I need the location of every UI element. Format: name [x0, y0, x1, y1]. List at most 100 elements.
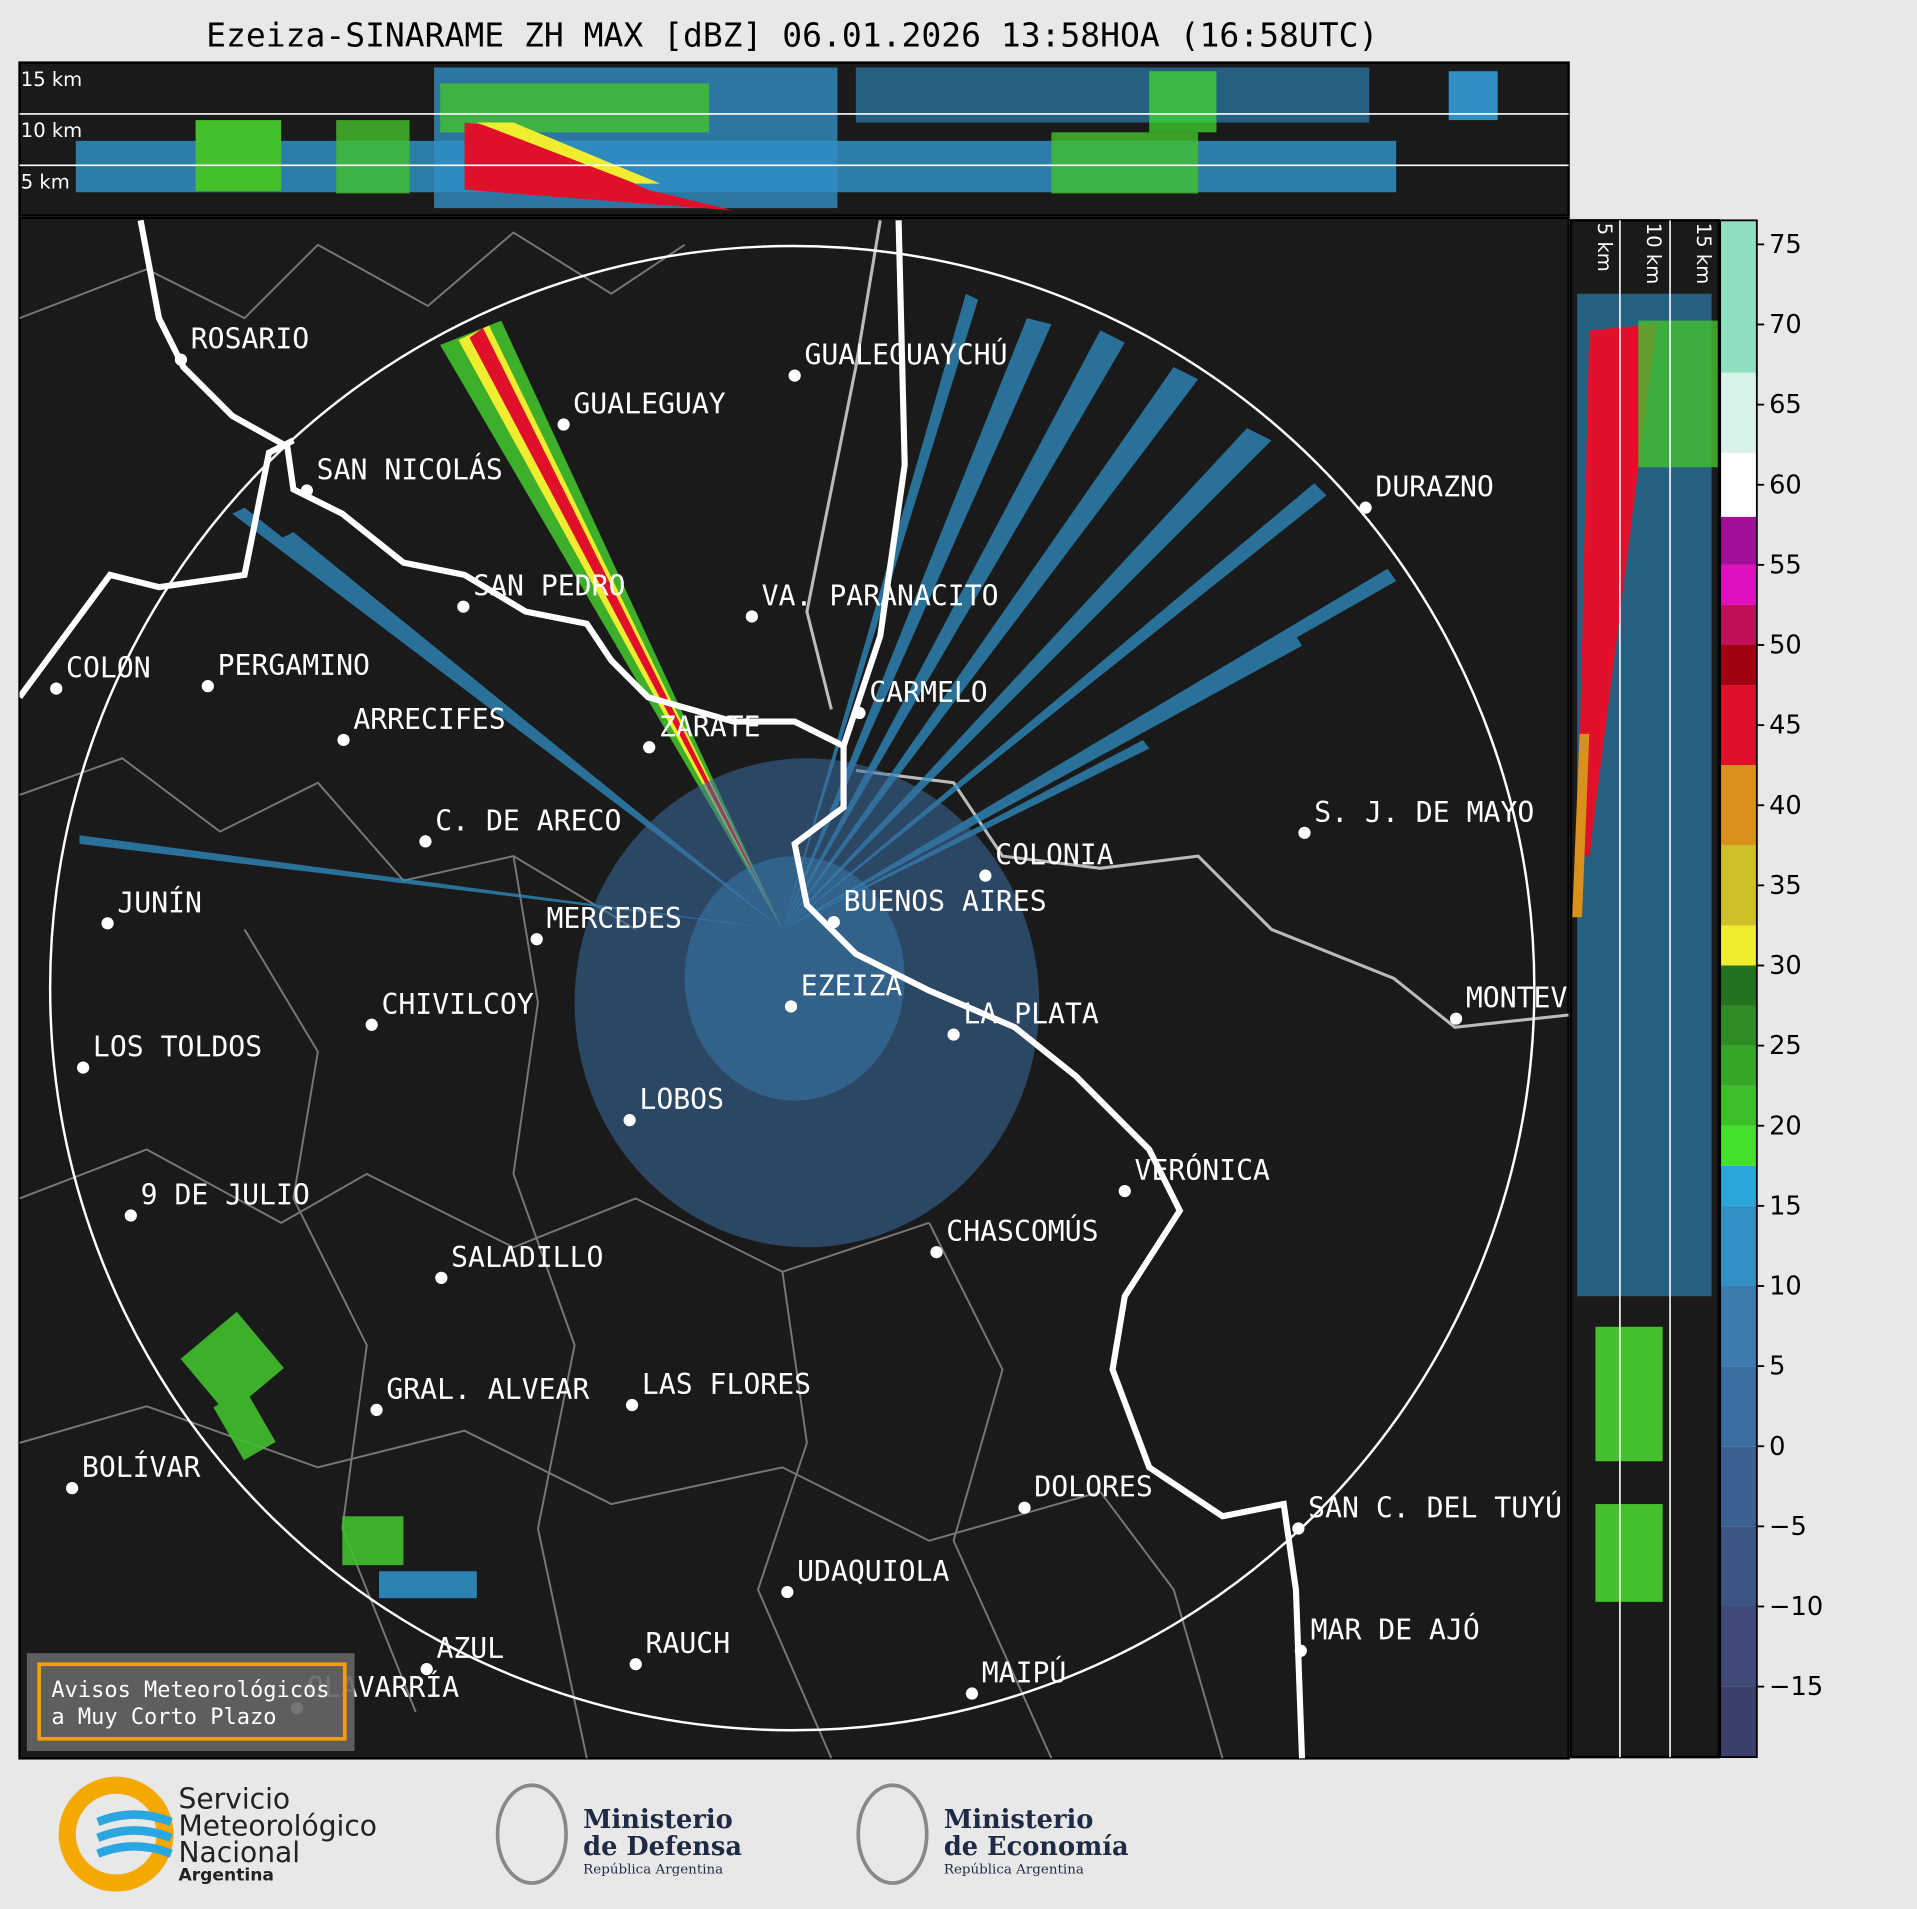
city-dot [1118, 1184, 1131, 1198]
colorbar-band [1720, 372, 1757, 453]
city-dot [1298, 826, 1311, 839]
top-echo [75, 67, 1498, 211]
warning-backdrop [26, 1653, 355, 1752]
colorbar-band [1720, 1085, 1757, 1126]
city-dot [1018, 1501, 1031, 1514]
colorbar-band [1720, 845, 1757, 926]
warning-text: Avisos Meteorológicos [51, 1678, 329, 1703]
colorbar-tick-label: 75 [1769, 230, 1802, 260]
city-label: DOLORES [1034, 1471, 1152, 1504]
city-label: S. J. DE MAYO [1314, 796, 1534, 829]
logo-text: República Argentina [944, 1862, 1084, 1877]
city-dot [77, 1061, 90, 1074]
height-label: 15 km [1692, 223, 1715, 284]
city-dot [435, 1271, 448, 1284]
city-label: MERCEDES [546, 902, 681, 935]
colorbar-frame [1719, 219, 1758, 1759]
colorbar-tick-label: 45 [1769, 711, 1802, 741]
colorbar-tick-label: 0 [1769, 1432, 1785, 1462]
city-dot [557, 418, 570, 431]
city-label: MAR DE AJÓ [1311, 1613, 1480, 1647]
colorbar-band [1720, 925, 1757, 966]
city-dot [629, 1658, 642, 1671]
colorbar-tick-label: 70 [1769, 310, 1802, 340]
colorbar-band [1720, 564, 1757, 605]
city-dot [300, 484, 313, 497]
city-dot [781, 1585, 794, 1599]
map-content: ROSARIO GUALEGUAYCHÚ GUALEGUAY SAN NICOLÁS D… [19, 219, 1569, 1759]
city-label: LAS FLORES [642, 1368, 811, 1401]
city-label: JUNÍN [117, 885, 202, 919]
colorbar-tick-label: −15 [1769, 1672, 1823, 1702]
colorbar-tick-label: 65 [1769, 390, 1802, 420]
city-label: DURAZNO [1375, 471, 1493, 504]
city-label: MAIPÚ [982, 1656, 1067, 1690]
colorbar-band [1720, 1526, 1757, 1607]
colorbar-band [1720, 965, 1757, 1006]
colorbar-tick-label: 60 [1769, 470, 1802, 500]
colorbar-band [1720, 220, 1757, 373]
city-dot [643, 741, 656, 754]
warning-box[interactable] [37, 1662, 347, 1741]
city-dot [853, 706, 866, 720]
city-dot [124, 1209, 137, 1222]
city-label: ARRECIFES [353, 703, 505, 736]
range-ring [48, 244, 1536, 1732]
city-label: C. DE ARECO [435, 804, 621, 837]
colorbar-band [1720, 1045, 1757, 1086]
city-label: GRAL. ALVEAR [386, 1373, 589, 1406]
city-label: VA. PARANACITO [762, 579, 999, 612]
city-label: CARMELO [869, 676, 987, 709]
colorbar-tick-label: 55 [1769, 550, 1802, 580]
city-dot [370, 1403, 383, 1417]
city-label: BUENOS AIRES [844, 885, 1047, 918]
colorbar-band [1720, 1686, 1757, 1758]
logo-text: Ministerio [944, 1805, 1094, 1835]
city-label: GUALEGUAY [573, 388, 725, 421]
city-label: SALADILLO [451, 1241, 603, 1274]
city-dot [530, 933, 543, 946]
city-label: COLONIA [995, 839, 1114, 872]
city-label: LA PLATA [963, 998, 1098, 1031]
colorbar-band [1720, 1446, 1757, 1527]
city-dot [1292, 1522, 1305, 1535]
colorbar-tick-label: 20 [1769, 1111, 1802, 1141]
city-dot [784, 1000, 798, 1013]
city-dot [625, 1398, 639, 1412]
side-echo [1572, 293, 1718, 1602]
colorbar-tick-label: 25 [1769, 1031, 1802, 1061]
colorbar-band [1720, 1125, 1757, 1166]
city-label: ROSARIO [191, 323, 309, 356]
city-dot [420, 1662, 433, 1676]
logo-text: Ministerio [583, 1805, 733, 1835]
city-label: SAN PEDRO [473, 570, 625, 603]
logo-text: República Argentina [583, 1862, 723, 1877]
warning-text: a Muy Corto Plazo [51, 1705, 276, 1730]
logo-text: Meteorológico [178, 1809, 377, 1842]
colorbar-tick-label: 5 [1769, 1352, 1785, 1382]
colorbar-band [1720, 645, 1757, 686]
city-dot [1294, 1644, 1307, 1657]
logo-text: de Defensa [583, 1832, 742, 1862]
height-label: 10 km [21, 119, 82, 142]
colorbar-tick-label: 50 [1769, 631, 1802, 661]
colorbar-tick-label: −5 [1769, 1512, 1807, 1542]
title: Ezeiza-SINARAME ZH MAX [dBZ] 06.01.2026 … [206, 16, 1378, 55]
city-dot [174, 353, 188, 366]
colorbar-tick-label: 10 [1769, 1272, 1802, 1302]
colorbar-tick-label: −10 [1769, 1592, 1823, 1622]
city-dot [947, 1028, 960, 1041]
city-label: CHASCOMÚS [946, 1214, 1098, 1248]
city-dot [965, 1687, 979, 1700]
city-dot [623, 1114, 636, 1127]
city-dot [101, 917, 114, 930]
colorbar-band [1720, 685, 1757, 766]
city-label: BOLÍVAR [82, 1450, 201, 1484]
colorbar-tick-label: 40 [1769, 791, 1802, 821]
logo-text: de Economía [944, 1832, 1129, 1862]
smn-logo: Servicio Meteorológico Nacional Argentin… [58, 1776, 377, 1892]
city-dot [745, 610, 758, 623]
city-dot [365, 1018, 378, 1031]
city-label: LOS TOLDOS [93, 1031, 262, 1064]
